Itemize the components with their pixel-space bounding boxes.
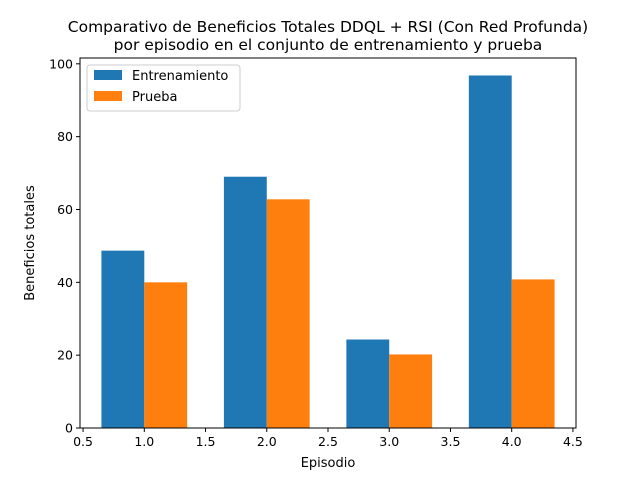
bars-group [101,75,555,428]
legend-label-training: Entrenamiento [132,69,228,84]
bar-test-episode-4 [511,279,555,428]
legend: Entrenamiento Prueba [86,64,241,112]
y-tick-label: 20 [57,348,73,363]
x-tick-label: 1.0 [134,434,154,449]
y-tick-label: 100 [49,56,73,71]
x-tick-label: 2.0 [257,434,277,449]
bar-test-episode-3 [389,354,433,428]
x-tick-label: 4.5 [563,434,583,449]
x-tick-label: 1.5 [196,434,216,449]
x-tick-label: 4.0 [502,434,522,449]
bar-test-episode-2 [266,199,310,428]
x-tick-label: 3.0 [379,434,399,449]
chart-title: Comparativo de Beneficios Totales DDQL +… [68,18,588,36]
bar-training-episode-3 [346,339,390,428]
plot-area-frame [79,57,577,429]
x-tick-label: 0.5 [73,434,93,449]
bar-training-episode-2 [223,176,267,428]
bar-training-episode-1 [101,250,145,428]
y-tick-label: 60 [57,202,73,217]
y-axis-label: Beneficios totales [23,185,38,301]
x-axis-label: Episodio [301,456,356,471]
legend-box [86,64,241,112]
legend-swatch-training [94,70,122,80]
y-tick-label: 80 [57,129,73,144]
x-tick-label: 3.5 [441,434,461,449]
y-tick-label: 0 [65,421,73,436]
x-tick-label: 2.5 [318,434,338,449]
legend-label-test: Prueba [132,90,177,105]
legend-swatch-test [94,91,122,101]
chart-subtitle: por episodio en el conjunto de entrenami… [114,36,543,54]
x-axis-ticks: 0.5 1.0 1.5 2.0 2.5 3.0 3.5 4.0 4.5 [73,428,583,449]
bar-test-episode-1 [144,282,188,428]
y-tick-label: 40 [57,275,73,290]
y-axis-ticks: 0 20 40 60 80 100 [49,56,80,436]
bar-training-episode-4 [468,75,512,428]
